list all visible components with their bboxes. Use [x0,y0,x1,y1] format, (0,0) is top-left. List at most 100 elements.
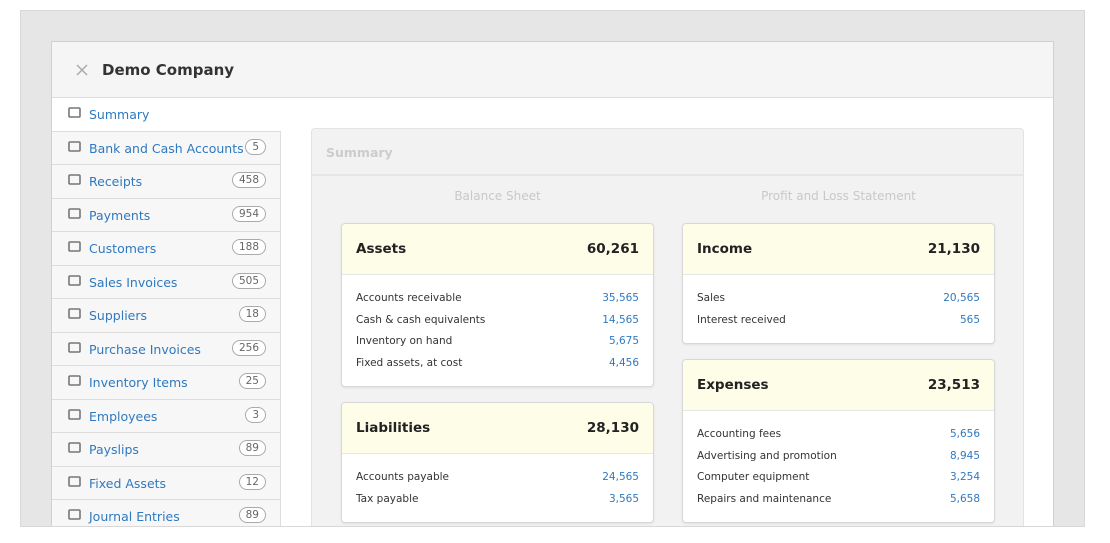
row-value[interactable]: 24,565 [602,471,639,483]
card-header: Assets 60,261 [342,224,653,275]
nav-item[interactable]: Payslips 89 [52,433,281,467]
row-value[interactable]: 5,658 [949,492,980,505]
nav-icon [68,207,81,219]
nav-icon [68,509,81,520]
nav-count: 89 [238,507,266,523]
report-column: Profit and Loss Statement Income 21,130 Sal… [682,189,995,526]
close-icon[interactable] [76,64,88,76]
company-window: Demo Company Summary Bank and Cash Accoun… [51,41,1054,526]
nav-label[interactable]: Customers [89,241,157,256]
nav-item[interactable]: Customers 188 [52,232,281,266]
card-row: Repairs and maintenance 5,658 [683,493,994,515]
nav-label[interactable]: Purchase Invoices [89,341,201,357]
nav-count: 3 [245,406,266,423]
panel-title: Summary [312,129,1023,176]
row-label: Fixed assets, at cost [356,356,463,369]
nav-icon [68,408,81,420]
nav-label[interactable]: Sales Invoices [89,274,178,290]
row-value[interactable]: 5,656 [949,428,980,440]
row-label: Accounts payable [356,471,449,483]
card-title: Expenses [697,377,769,393]
card-row: Advertising and promotion 8,945 [683,450,994,472]
nav-item[interactable]: Summary [52,98,281,132]
card-row: Accounts payable 24,565 [342,471,653,493]
nav-icon [68,375,81,386]
nav-item[interactable]: Journal Entries 89 [52,500,281,526]
row-label: Inventory on hand [356,335,453,347]
nav-count: 18 [238,306,266,322]
row-value[interactable]: 5,675 [608,335,639,347]
row-label: Interest received [697,313,786,326]
nav-item[interactable]: Inventory Items 25 [52,366,281,400]
nav-label[interactable]: Summary [89,107,150,122]
nav-item[interactable]: Employees 3 [52,399,281,433]
nav-count: 954 [231,205,266,222]
row-label: Advertising and promotion [697,449,837,462]
nav-count: 89 [238,440,266,456]
nav-label[interactable]: Employees [89,408,158,424]
header: Demo Company [52,42,1053,98]
card-row: Tax payable 3,565 [342,493,653,515]
nav-icon [68,442,81,453]
nav-item[interactable]: Fixed Assets 12 [52,466,281,500]
sidebar: Summary Bank and Cash Accounts 5 Receipts 45… [52,98,281,526]
card-title: Assets [356,241,407,257]
nav-icon [68,140,81,152]
nav-count: 458 [231,172,266,188]
card-row: Sales 20,565 [683,292,994,314]
nav-item[interactable]: Suppliers 18 [52,299,281,333]
card-row: Interest received 565 [683,314,994,336]
row-value[interactable]: 3,254 [949,471,980,483]
nav-icon [68,274,81,286]
column-title: Profit and Loss Statement [761,189,916,203]
app-frame: Demo Company Summary Bank and Cash Accoun… [20,10,1085,527]
row-value[interactable]: 35,565 [602,292,639,304]
card-header: Income 21,130 [683,224,994,275]
row-value[interactable]: 3,565 [608,492,639,505]
nav-label[interactable]: Bank and Cash Accounts [89,140,244,156]
card-total: 60,261 [586,241,639,257]
nav-count: 12 [238,473,266,490]
card-row: Accounting fees 5,656 [683,428,994,450]
row-value[interactable]: 20,565 [943,292,980,304]
nav-icon [68,341,81,353]
nav-icon [68,475,81,487]
nav-item[interactable]: Bank and Cash Accounts 5 [52,131,281,165]
row-value[interactable]: 565 [959,313,980,326]
summary-panel: Summary Balance Sheet Assets 60,261 Account… [311,128,1024,526]
card-row: Accounts receivable 35,565 [342,292,653,314]
nav-item[interactable]: Sales Invoices 505 [52,265,281,299]
nav-label[interactable]: Suppliers [89,308,148,323]
account-card: Income 21,130 Sales 20,565 Interest received… [682,223,995,344]
report-column: Balance Sheet Assets 60,261 Accounts receiv… [341,189,654,526]
nav-label[interactable]: Payments [89,207,151,223]
account-card: Expenses 23,513 Accounting fees 5,656 Advert… [682,359,995,523]
card-header: Liabilities 28,130 [342,403,653,454]
nav-item[interactable]: Purchase Invoices 256 [52,332,281,366]
account-card: Liabilities 28,130 Accounts payable 24,565 T… [341,402,654,523]
card-row: Fixed assets, at cost 4,456 [342,357,653,379]
row-label: Sales [697,292,725,304]
nav-label[interactable]: Journal Entries [89,509,180,524]
nav-count: 505 [231,272,266,289]
row-value[interactable]: 4,456 [608,356,639,369]
column-title: Balance Sheet [454,189,541,203]
nav-count: 25 [238,373,266,389]
nav-label[interactable]: Fixed Assets [89,475,167,491]
row-value[interactable]: 14,565 [602,313,639,326]
nav-item[interactable]: Payments 954 [52,198,281,232]
nav-icon [68,107,81,118]
card-title: Liabilities [356,420,431,436]
nav-label[interactable]: Inventory Items [89,375,188,390]
nav-count: 256 [231,339,266,356]
row-label: Tax payable [356,492,419,505]
nav-count: 5 [245,138,266,155]
nav-label[interactable]: Payslips [89,442,139,457]
row-label: Cash & cash equivalents [356,313,486,326]
card-total: 21,130 [927,241,980,257]
card-row: Cash & cash equivalents 14,565 [342,314,653,336]
row-value[interactable]: 8,945 [949,449,980,462]
nav-icon [68,174,81,185]
nav-label[interactable]: Receipts [89,174,143,189]
nav-item[interactable]: Receipts 458 [52,165,281,199]
